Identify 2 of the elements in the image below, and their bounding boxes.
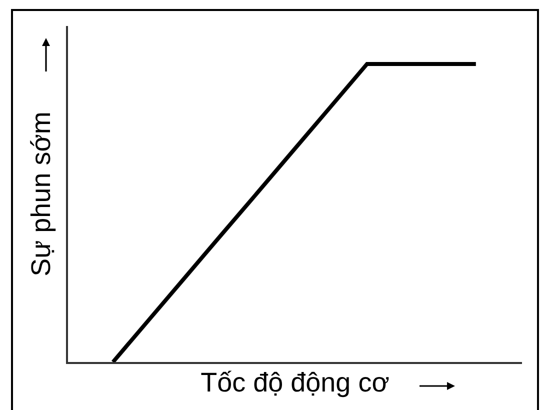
x-axis-title: Tốc độ động cơ bbox=[200, 368, 390, 398]
y-axis-title: Sự phun sớm bbox=[26, 112, 56, 276]
